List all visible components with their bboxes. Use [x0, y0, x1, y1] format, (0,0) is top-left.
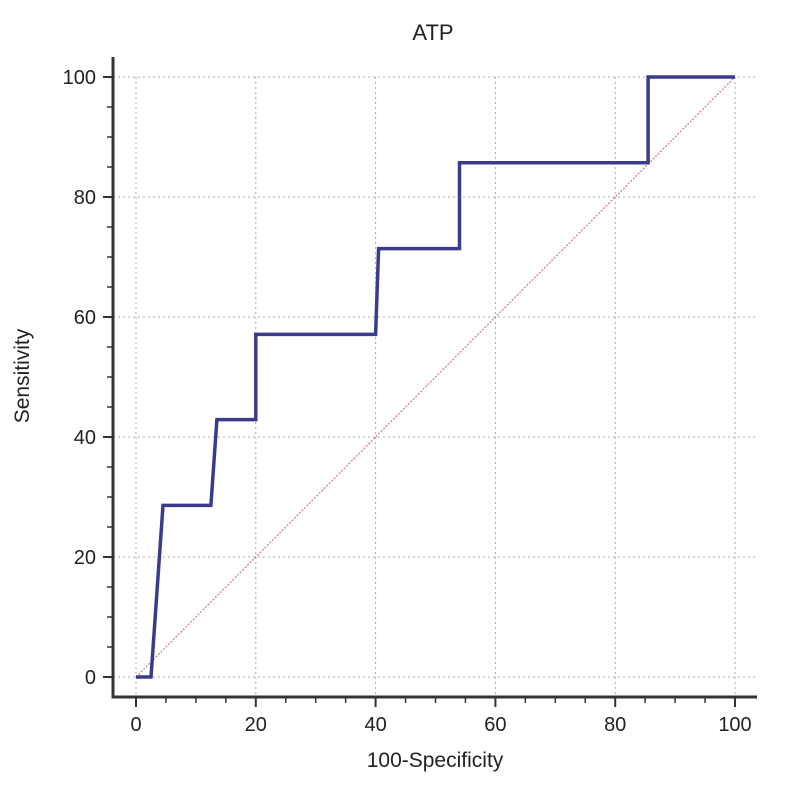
x-tick-label: 20 [245, 714, 267, 736]
y-tick-label: 100 [63, 67, 96, 89]
reference-diagonal-line [135, 76, 736, 678]
roc-curve-group [136, 75, 735, 679]
y-tick-label: 0 [85, 667, 96, 689]
y-tick-label: 40 [74, 427, 96, 449]
x-tick-label: 60 [484, 714, 506, 736]
y-tick-label: 80 [74, 187, 96, 209]
ticks [103, 76, 736, 707]
tick-labels: 0 20 40 60 80 100 0 20 40 60 80 100 [63, 67, 752, 736]
chart-title: ATP [412, 20, 453, 45]
y-tick-label: 20 [74, 547, 96, 569]
x-tick-label: 0 [130, 714, 141, 736]
x-axis-label: 100-Specificity [367, 749, 504, 772]
x-tick-label: 40 [364, 714, 386, 736]
x-tick-label: 100 [718, 714, 751, 736]
grid [113, 76, 757, 697]
y-tick-label: 60 [74, 307, 96, 329]
reference-line-group [135, 76, 736, 678]
axes [111, 57, 757, 699]
roc-curve-line [136, 75, 735, 679]
y-axis-label: Sensitivity [11, 328, 34, 423]
x-tick-label: 80 [604, 714, 626, 736]
